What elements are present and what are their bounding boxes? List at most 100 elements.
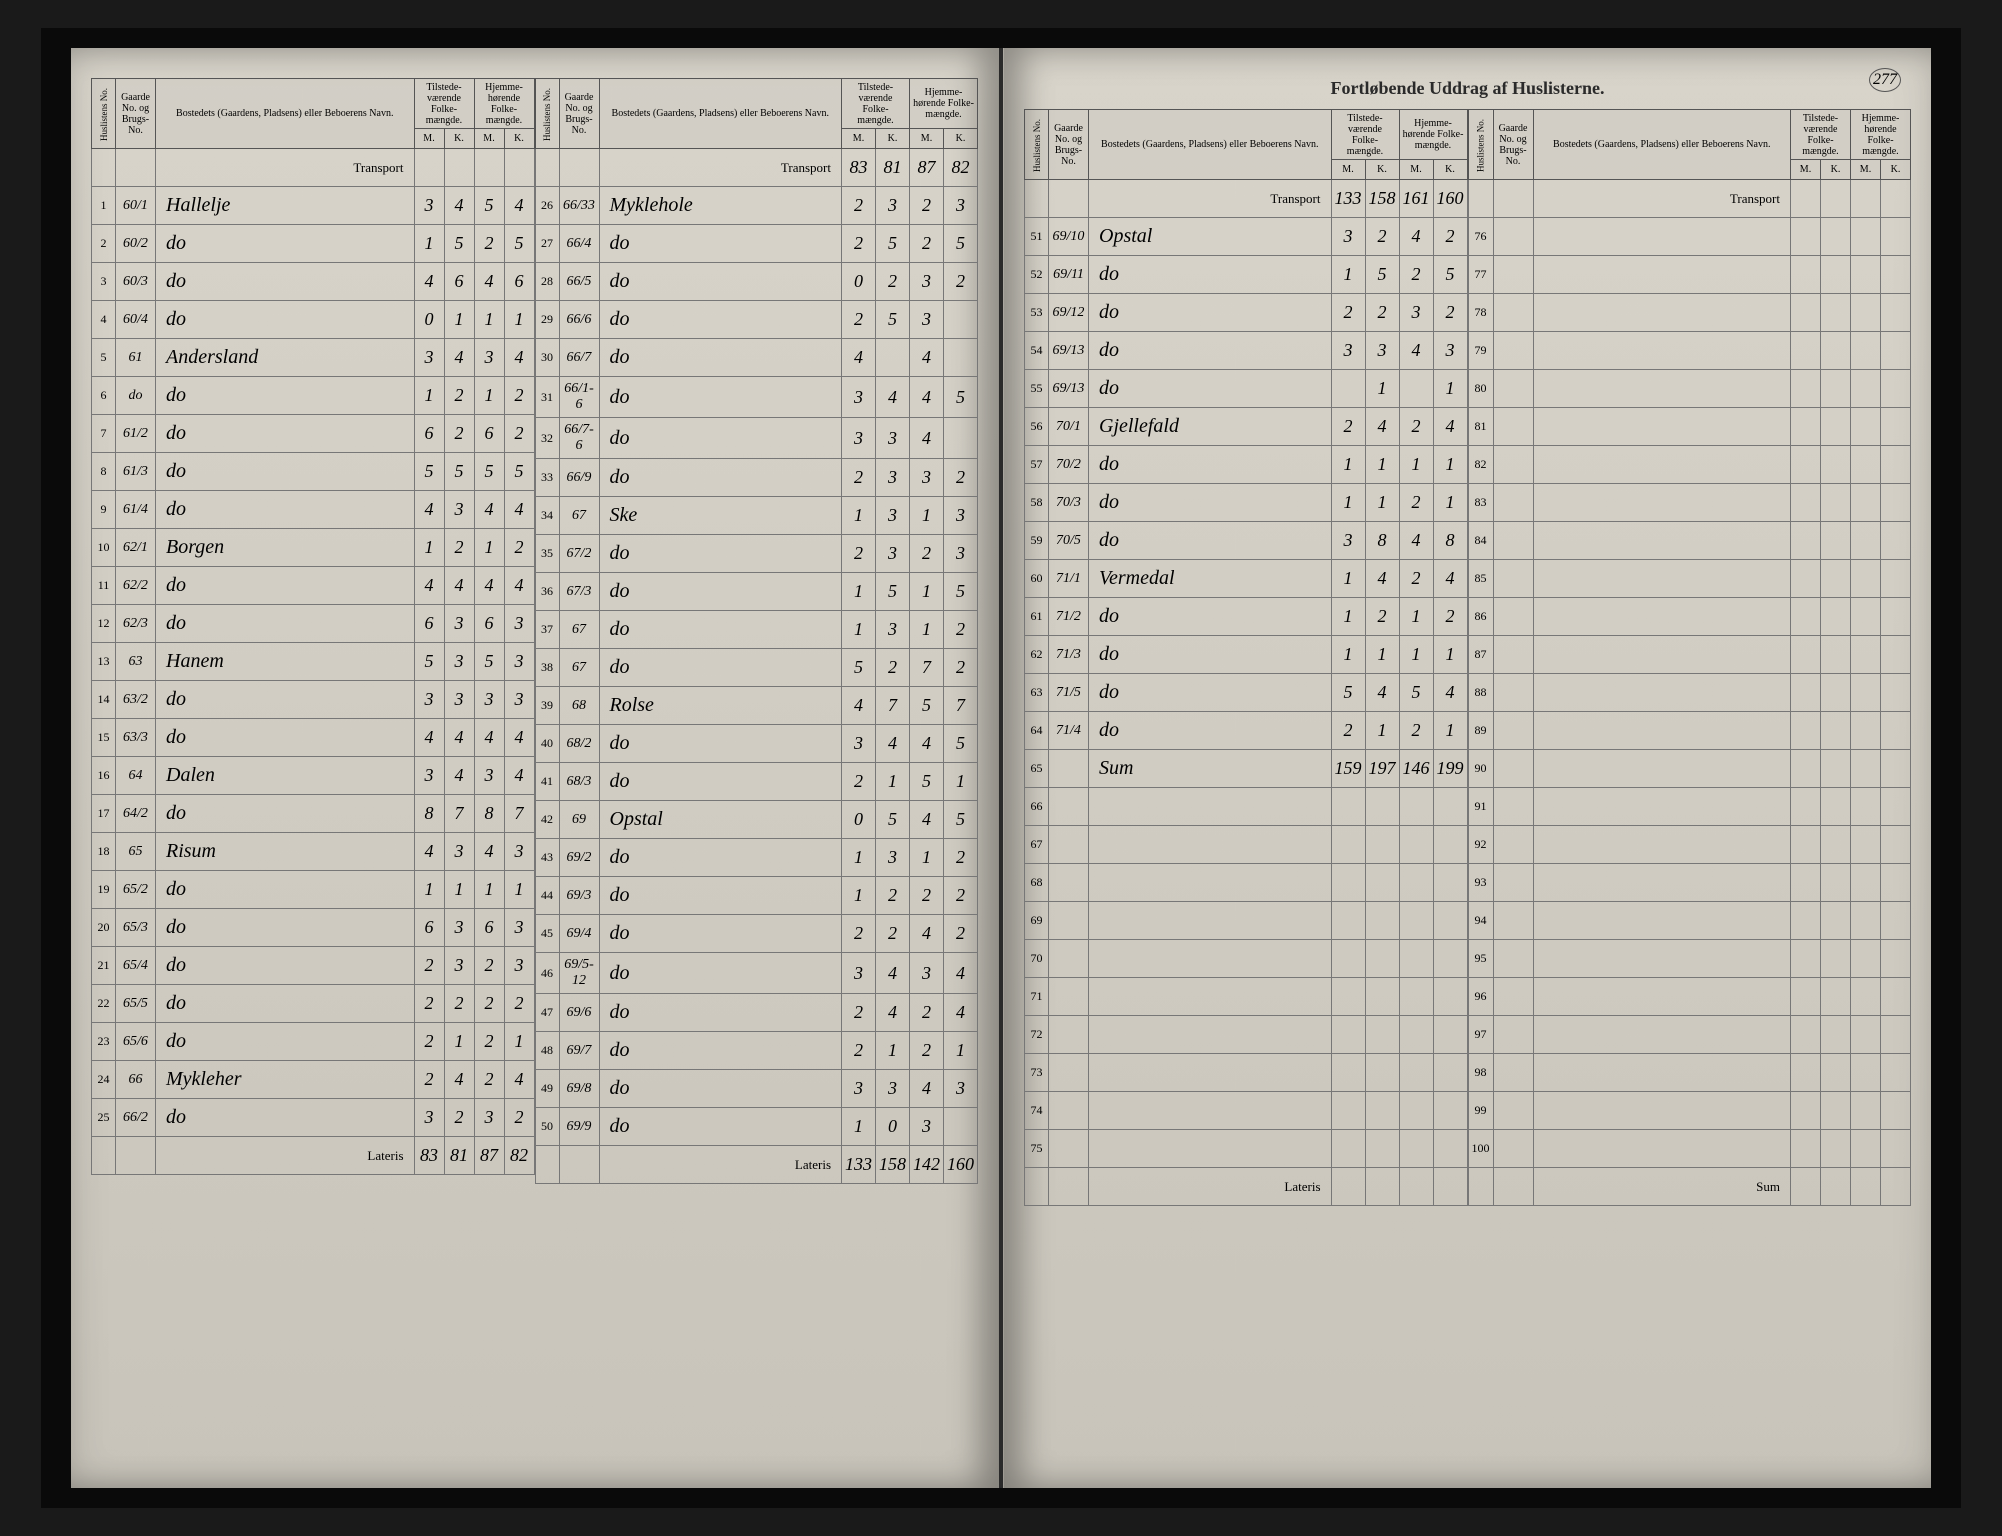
transport-value (444, 149, 474, 187)
row-tk (1365, 1016, 1399, 1054)
row-tk: 3 (444, 909, 474, 947)
col-hk: K. (504, 129, 534, 149)
lateris-value: 82 (504, 1137, 534, 1175)
row-tm (1791, 522, 1821, 560)
table-row: 1865Risum4343 (92, 833, 535, 871)
row-gaard: 65/3 (116, 909, 156, 947)
row-gaard (1493, 712, 1533, 750)
table-row: 94 (1468, 902, 1911, 940)
row-hm: 5 (474, 643, 504, 681)
row-hm: 3 (1399, 294, 1433, 332)
row-name: do (1089, 446, 1332, 484)
table-row: 4669/5-12do3434 (535, 953, 978, 994)
row-name: do (156, 605, 415, 643)
row-hk (1881, 826, 1911, 864)
row-tm (1791, 1130, 1821, 1168)
row-tk: 3 (876, 839, 910, 877)
row-index: 44 (535, 877, 559, 915)
lateris-value (1881, 1168, 1911, 1206)
row-tm: 5 (414, 453, 444, 491)
table-row: 3667/3do1515 (535, 573, 978, 611)
transport-value (1791, 180, 1821, 218)
row-hk: 2 (944, 877, 978, 915)
row-name: do (156, 301, 415, 339)
row-hm: 2 (910, 994, 944, 1032)
row-tk: 4 (444, 567, 474, 605)
row-hm (1399, 826, 1433, 864)
row-gaard: 64/2 (116, 795, 156, 833)
row-tm: 159 (1331, 750, 1365, 788)
table-row: 961/4do4344 (92, 491, 535, 529)
row-tm: 1 (1331, 636, 1365, 674)
table-row: 87 (1468, 636, 1911, 674)
row-gaard: 69/11 (1049, 256, 1089, 294)
row-gaard (1049, 1092, 1089, 1130)
row-index: 7 (92, 415, 116, 453)
col-hk: K. (1433, 160, 1467, 180)
transport-value: 82 (944, 149, 978, 187)
row-gaard: 70/1 (1049, 408, 1089, 446)
row-gaard (1493, 674, 1533, 712)
table-row: 6371/5do5454 (1025, 674, 1468, 712)
row-gaard (1493, 1054, 1533, 1092)
row-gaard: 69/13 (1049, 332, 1089, 370)
row-hk (1433, 788, 1467, 826)
transport-row: Transport (92, 149, 535, 187)
row-gaard: 70/3 (1049, 484, 1089, 522)
row-name (1533, 940, 1791, 978)
row-tm: 2 (842, 1032, 876, 1070)
row-tk (1365, 1092, 1399, 1130)
row-index: 71 (1025, 978, 1049, 1016)
table-row: 71 (1025, 978, 1468, 1016)
table-row: 360/3do4646 (92, 263, 535, 301)
row-tk: 2 (444, 1099, 474, 1137)
row-index: 30 (535, 339, 559, 377)
row-name: do (599, 339, 842, 377)
row-index: 99 (1468, 1092, 1493, 1130)
col-tk: K. (876, 129, 910, 149)
row-hm (1851, 218, 1881, 256)
row-hm (1851, 1130, 1881, 1168)
row-tk: 1 (876, 1032, 910, 1070)
row-hm: 7 (910, 649, 944, 687)
lateris-row: Lateris83818782 (92, 1137, 535, 1175)
transport-value: 160 (1433, 180, 1467, 218)
row-hm (1399, 1092, 1433, 1130)
row-tk: 8 (1365, 522, 1399, 560)
row-hk: 6 (504, 263, 534, 301)
row-tm: 5 (414, 643, 444, 681)
row-name: do (599, 225, 842, 263)
row-gaard: 66/6 (559, 301, 599, 339)
table-row: 86 (1468, 598, 1911, 636)
col-tilstede: Tilstede-værende Folke-mængde. (842, 79, 910, 129)
table-row: 6071/1Vermedal1424 (1025, 560, 1468, 598)
row-hm: 5 (474, 187, 504, 225)
row-tk (1821, 256, 1851, 294)
row-tk (1821, 522, 1851, 560)
row-gaard: 67 (559, 649, 599, 687)
row-tk (1821, 712, 1851, 750)
row-gaard (1493, 788, 1533, 826)
table-row: 4369/2do1312 (535, 839, 978, 877)
row-gaard: do (116, 377, 156, 415)
row-hk: 1 (504, 871, 534, 909)
row-tm: 6 (414, 605, 444, 643)
table-row: 67 (1025, 826, 1468, 864)
row-hm: 1 (910, 573, 944, 611)
lateris-value (1791, 1168, 1821, 1206)
table-row: 80 (1468, 370, 1911, 408)
row-name (1533, 674, 1791, 712)
lateris-label: Lateris (156, 1137, 415, 1175)
row-tm: 5 (842, 649, 876, 687)
row-tk (1821, 750, 1851, 788)
row-name: do (156, 1099, 415, 1137)
row-index: 8 (92, 453, 116, 491)
row-tk (1365, 978, 1399, 1016)
row-hm: 2 (1399, 408, 1433, 446)
row-index: 26 (535, 187, 559, 225)
table-row: 2766/4do2525 (535, 225, 978, 263)
row-tm: 1 (1331, 598, 1365, 636)
table-row: 2165/4do2323 (92, 947, 535, 985)
row-hm (1399, 940, 1433, 978)
row-name: do (156, 719, 415, 757)
